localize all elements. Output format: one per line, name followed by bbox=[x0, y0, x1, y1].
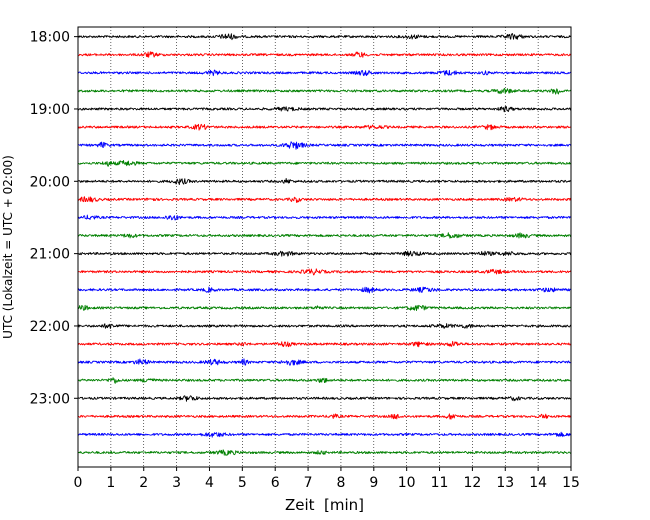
trace-1845 bbox=[77, 88, 572, 95]
trace-1945 bbox=[77, 160, 572, 167]
x-tick-label-1: 1 bbox=[106, 475, 115, 491]
x-tick-label-15: 15 bbox=[562, 475, 580, 491]
trace-2130 bbox=[77, 286, 572, 294]
y-tick-label-21:00: 21:00 bbox=[30, 247, 70, 263]
y-tick-label-23:00: 23:00 bbox=[30, 391, 70, 407]
trace-1900 bbox=[77, 106, 572, 113]
y-axis-ticks: 18:00 19:00 20:00 21:00 22:00 23:00 bbox=[30, 30, 78, 407]
y-tick-label-22:00: 22:00 bbox=[30, 319, 70, 335]
trace-2030 bbox=[77, 214, 572, 221]
trace-2145 bbox=[77, 304, 572, 312]
trace-1815 bbox=[77, 51, 572, 58]
x-tick-label-7: 7 bbox=[304, 475, 313, 491]
trace-2000 bbox=[77, 178, 572, 186]
x-tick-label-4: 4 bbox=[205, 475, 214, 491]
x-tick-label-3: 3 bbox=[172, 475, 181, 491]
trace-2230 bbox=[77, 358, 572, 366]
x-tick-label-14: 14 bbox=[529, 475, 547, 491]
x-tick-label-0: 0 bbox=[74, 475, 83, 491]
x-tick-label-11: 11 bbox=[431, 475, 449, 491]
y-axis-title: UTC (Lokalzeit = UTC + 02:00) bbox=[1, 155, 15, 339]
y-tick-label-20:00: 20:00 bbox=[30, 174, 70, 190]
trace-2045 bbox=[77, 232, 572, 239]
trace-2315 bbox=[77, 413, 572, 420]
plot-frame bbox=[77, 26, 572, 468]
trace-2330 bbox=[77, 431, 572, 438]
trace-2100 bbox=[77, 250, 572, 257]
trace-1915 bbox=[77, 123, 572, 131]
vertical-gridlines bbox=[110, 27, 539, 467]
seismogram-traces bbox=[77, 33, 572, 456]
trace-1830 bbox=[77, 69, 572, 77]
trace-2345 bbox=[77, 449, 572, 456]
trace-2300 bbox=[77, 395, 572, 402]
x-tick-label-6: 6 bbox=[271, 475, 280, 491]
trace-2215 bbox=[77, 340, 572, 348]
trace-2245 bbox=[77, 377, 572, 384]
x-tick-label-9: 9 bbox=[369, 475, 378, 491]
x-tick-label-2: 2 bbox=[139, 475, 148, 491]
x-tick-label-13: 13 bbox=[496, 475, 514, 491]
x-tick-label-10: 10 bbox=[398, 475, 416, 491]
y-tick-label-19:00: 19:00 bbox=[30, 102, 70, 118]
trace-2015 bbox=[77, 196, 572, 203]
trace-2200 bbox=[77, 323, 572, 329]
trace-2115 bbox=[77, 268, 572, 276]
trace-1800 bbox=[77, 33, 572, 41]
x-axis-title: Zeit [min] bbox=[285, 496, 364, 514]
trace-1930 bbox=[77, 141, 572, 150]
x-tick-label-12: 12 bbox=[463, 475, 481, 491]
y-tick-label-18:00: 18:00 bbox=[30, 30, 70, 46]
x-tick-label-5: 5 bbox=[238, 475, 247, 491]
x-tick-label-8: 8 bbox=[336, 475, 345, 491]
x-axis-ticks: 0 1 2 3 4 5 6 7 8 9 10 11 12 13 14 15 bbox=[74, 467, 580, 491]
